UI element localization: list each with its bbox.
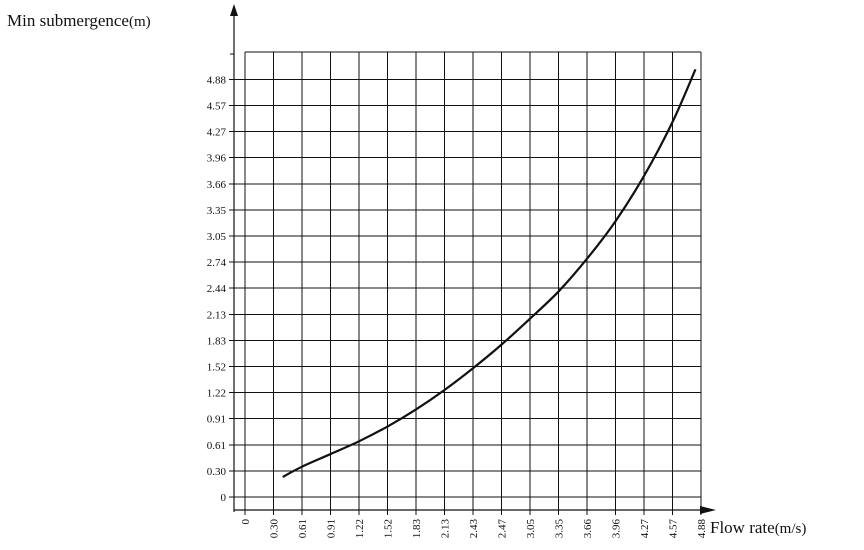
x-tick-label: 3.35	[554, 519, 566, 539]
y-tick-label: 0	[221, 492, 227, 504]
x-tick-label: 3.96	[611, 519, 623, 539]
y-axis-unit: (m)	[129, 14, 151, 30]
x-tick-label: 0.91	[326, 519, 338, 538]
y-tick-label: 3.35	[207, 205, 227, 217]
x-tick-label: 4.27	[639, 519, 651, 539]
x-axis-label: Flow rate	[710, 518, 775, 537]
x-tick-label: 3.66	[582, 519, 594, 539]
y-tick-label: 1.52	[207, 362, 226, 374]
y-tick-label: 0.30	[207, 466, 227, 478]
x-tick-label: 2.43	[468, 519, 480, 539]
y-tick-label: 0.61	[207, 440, 226, 452]
y-tick-label: 4.27	[207, 127, 227, 139]
y-tick-label: 3.05	[207, 231, 227, 243]
y-tick-label: 4.88	[207, 74, 227, 86]
x-tick-label: 1.22	[354, 519, 366, 538]
y-axis-label: Min submergence	[7, 11, 129, 30]
x-tick-label: 0	[240, 519, 252, 525]
y-tick-label: 3.96	[207, 153, 227, 165]
x-tick-labels: 0 0.30 0.61 0.91 1.22 1.52 1.83 2.13 2.43 2.47 3.0…	[240, 510, 708, 538]
x-tick-label: 1.52	[383, 519, 395, 538]
y-tick-label: 2.74	[207, 257, 227, 269]
x-tick-label: 2.13	[440, 519, 452, 539]
series-layer	[282, 68, 697, 478]
y-axis-arrow	[230, 4, 238, 16]
x-tick-label: 4.57	[668, 519, 680, 539]
x-axis-title: Flow rate(m/s)	[710, 518, 806, 537]
y-tick-label: 4.57	[207, 101, 227, 113]
series-line-0	[282, 68, 697, 478]
y-tick-label: 1.22	[207, 388, 226, 400]
y-axis-title: Min submergence(m)	[7, 11, 151, 30]
x-tick-label: 0.61	[297, 519, 309, 538]
x-tick-label: 4.88	[696, 519, 708, 539]
x-tick-label: 0.30	[269, 519, 281, 539]
x-tick-label: 1.83	[411, 519, 423, 539]
y-tick-label: 2.13	[207, 309, 227, 321]
plot-grid	[230, 51, 702, 510]
y-tick-label: 3.66	[207, 179, 227, 191]
x-axis-unit: (m/s)	[775, 521, 807, 537]
y-tick-label: 2.44	[207, 283, 227, 295]
y-tick-label: 0.91	[207, 414, 226, 426]
x-tick-label: 3.05	[525, 519, 537, 539]
y-tick-label: 1.83	[207, 335, 227, 347]
x-tick-label: 2.47	[497, 519, 509, 539]
x-axis-arrow	[700, 506, 716, 514]
y-tick-labels: 0 0.30 0.61 0.91 1.22 1.52 1.83 2.13 2.44 2.74 3.0…	[207, 74, 234, 504]
